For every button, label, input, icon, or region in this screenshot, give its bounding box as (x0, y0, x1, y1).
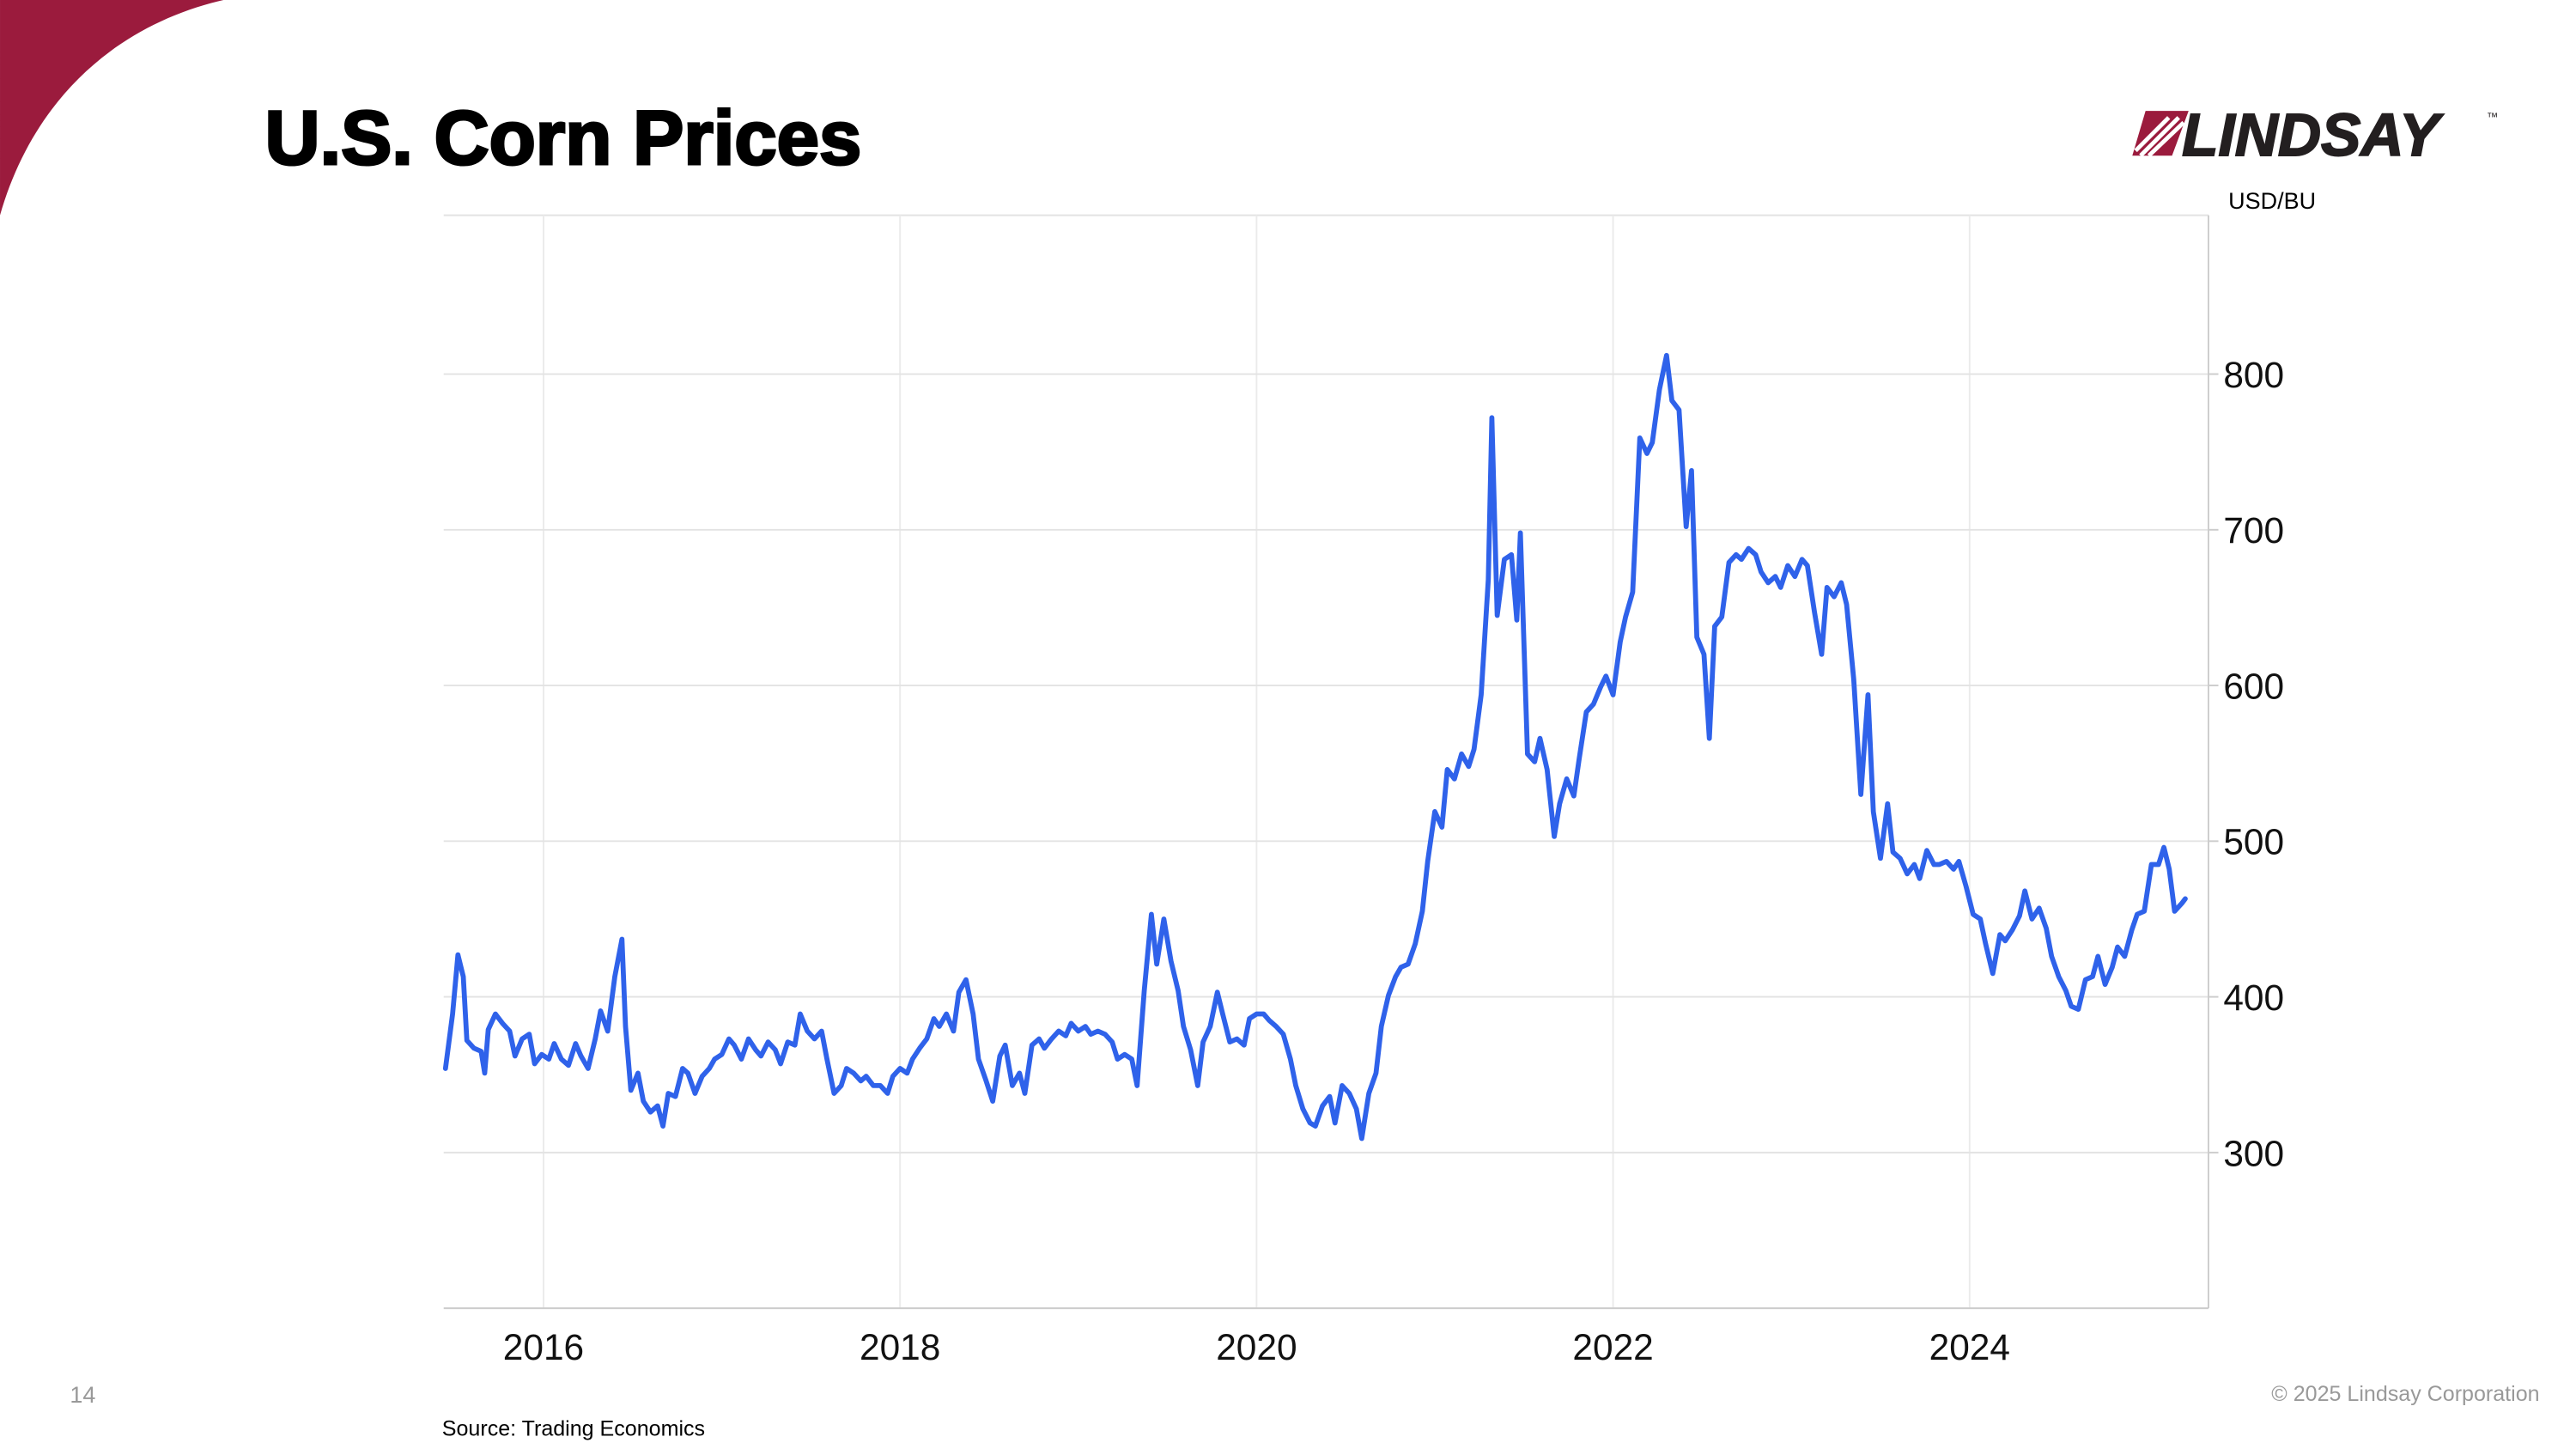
x-tick-label: 2020 (1216, 1327, 1297, 1367)
corner-decoration (0, 0, 224, 216)
y-tick-label: 400 (2223, 977, 2284, 1018)
logo-trademark: ™ (2487, 111, 2498, 124)
footer: © 2025 Lindsay Corporation (2271, 1382, 2539, 1406)
y-tick-label: 700 (2223, 510, 2284, 551)
y-tick-label: 300 (2223, 1133, 2284, 1173)
y-tick-label: 800 (2223, 355, 2284, 395)
y-tick-label: 600 (2223, 666, 2284, 706)
logo-text: LINDSAY (2182, 101, 2444, 168)
page-number: 14 (70, 1382, 95, 1408)
y-tick-label: 500 (2223, 822, 2284, 862)
source-note: Source: Trading Economics (442, 1417, 705, 1441)
x-tick-label: 2018 (860, 1327, 940, 1367)
x-tick-label: 2016 (503, 1327, 584, 1367)
slide-title: U.S. Corn Prices (264, 95, 861, 180)
price-line (442, 352, 2188, 1142)
x-tick-label: 2024 (1929, 1327, 2010, 1367)
plot: 2016 2018 2020 2022 2024 300 400 500 600 700 800 (442, 215, 2284, 1367)
y-axis-label: USD/BU (2228, 188, 2316, 214)
x-tick-label: 2022 (1572, 1327, 1653, 1367)
logo-stripes (2134, 116, 2185, 157)
logo: LINDSAY ™ (2132, 100, 2498, 169)
